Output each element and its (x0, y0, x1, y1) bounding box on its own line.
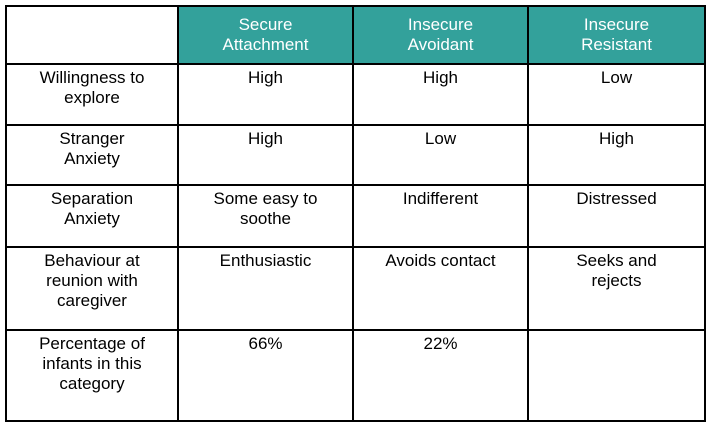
column-header-insecure-resistant: Insecure Resistant (527, 5, 706, 65)
cell-value: High (177, 63, 354, 126)
table-row-stranger-anxiety: Stranger Anxiety High Low High (5, 124, 706, 186)
cell-value: 66% (177, 329, 354, 422)
row-label: Willingness to explore (5, 63, 179, 126)
cell-value: Indifferent (352, 184, 529, 248)
cell-value: High (527, 124, 706, 186)
header-row: Secure Attachment Insecure Avoidant Inse… (5, 5, 706, 65)
row-label: Stranger Anxiety (5, 124, 179, 186)
cell-value: Seeks and rejects (527, 246, 706, 331)
cell-value: Some easy to soothe (177, 184, 354, 248)
cell-value: Enthusiastic (177, 246, 354, 331)
attachment-styles-table: Secure Attachment Insecure Avoidant Inse… (5, 5, 706, 422)
column-header-secure-attachment: Secure Attachment (177, 5, 354, 65)
cell-value: 22% (352, 329, 529, 422)
cell-value: High (177, 124, 354, 186)
corner-cell (5, 5, 179, 65)
table-row-willingness-to-explore: Willingness to explore High High Low (5, 63, 706, 126)
cell-value (527, 329, 706, 422)
cell-value: High (352, 63, 529, 126)
table-row-behaviour-at-reunion: Behaviour at reunion with caregiver Enth… (5, 246, 706, 331)
cell-value: Distressed (527, 184, 706, 248)
table-row-percentage-of-infants: Percentage of infants in this category 6… (5, 329, 706, 422)
row-label: Percentage of infants in this category (5, 329, 179, 422)
cell-value: Avoids contact (352, 246, 529, 331)
cell-value: Low (527, 63, 706, 126)
row-label: Behaviour at reunion with caregiver (5, 246, 179, 331)
table-row-separation-anxiety: Separation Anxiety Some easy to soothe I… (5, 184, 706, 248)
row-label: Separation Anxiety (5, 184, 179, 248)
cell-value: Low (352, 124, 529, 186)
column-header-insecure-avoidant: Insecure Avoidant (352, 5, 529, 65)
